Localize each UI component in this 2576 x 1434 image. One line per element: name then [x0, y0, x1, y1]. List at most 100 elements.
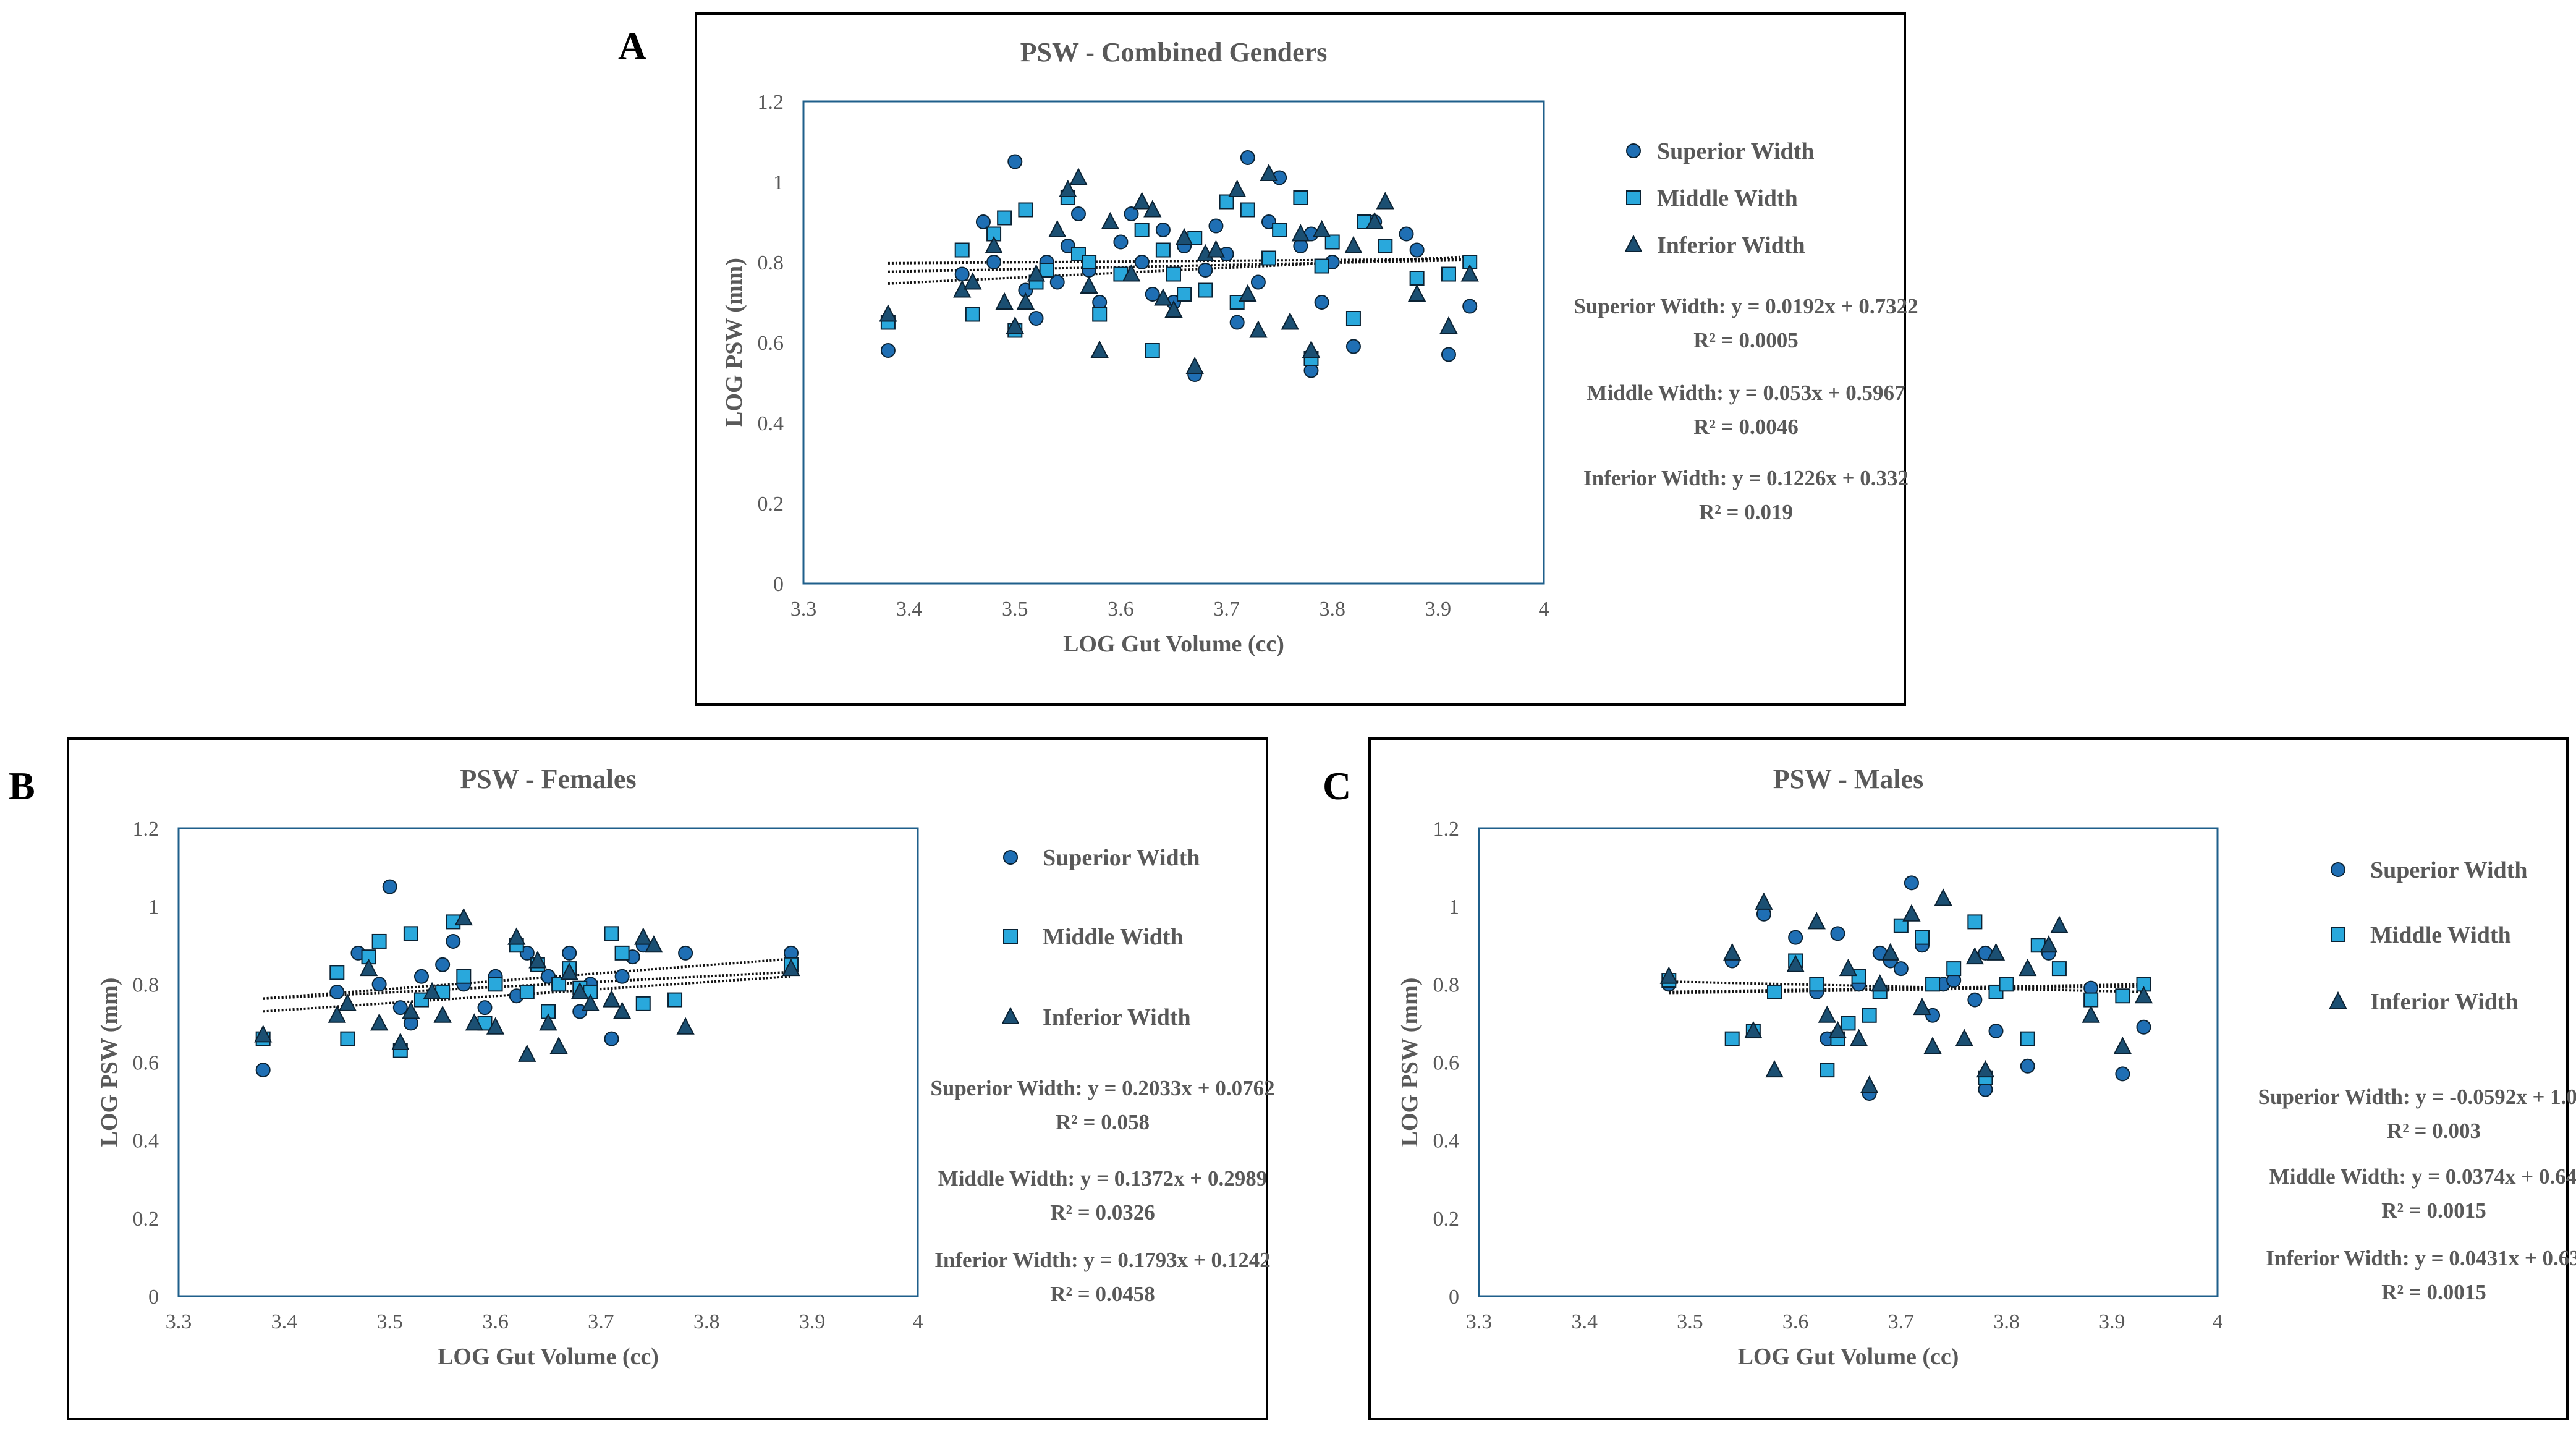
data-point — [1261, 250, 1277, 266]
data-point — [518, 1044, 536, 1062]
data-point — [2115, 1066, 2130, 1082]
data-point — [2040, 935, 2058, 953]
data-point — [1291, 224, 1310, 242]
x-tick-label: 3.4 — [896, 598, 923, 621]
data-point — [1302, 340, 1321, 358]
data-point — [340, 1031, 355, 1046]
data-point — [507, 927, 526, 945]
regression-equation: Middle Width: y = 0.1372x + 0.2989 — [938, 1166, 1268, 1190]
data-point — [1407, 284, 1426, 302]
x-axis-title: LOG Gut Volume (cc) — [438, 1344, 659, 1370]
data-point — [1240, 150, 1255, 165]
data-point — [995, 292, 1014, 310]
data-point — [879, 304, 897, 322]
x-tick-label: 3.4 — [271, 1310, 298, 1333]
data-point — [1007, 154, 1023, 169]
data-point — [1902, 904, 1921, 922]
data-point — [1039, 263, 1054, 278]
x-tick-label: 4 — [913, 1310, 923, 1333]
data-point — [371, 977, 387, 992]
legend-marker-triangle — [1001, 1006, 1020, 1024]
data-point — [1881, 943, 1900, 961]
legend-label: Inferior Width — [1657, 232, 1805, 258]
data-point — [549, 1037, 568, 1054]
data-point — [433, 1005, 452, 1023]
x-tick-label: 3.5 — [1677, 1310, 1703, 1333]
data-point — [1134, 223, 1150, 237]
data-point — [1915, 930, 1930, 945]
regression-equation: Inferior Width: y = 0.1793x + 0.1242 — [934, 1248, 1271, 1272]
data-point — [391, 1032, 410, 1050]
y-tick-label: 0.2 — [758, 493, 784, 515]
data-point — [413, 969, 429, 984]
y-tick-label: 1 — [773, 171, 784, 194]
x-tick-label: 3.8 — [1319, 598, 1345, 621]
r-squared-label: R² = 0.003 — [2387, 1119, 2481, 1143]
regression-equation: Inferior Width: y = 0.1226x + 0.332 — [1583, 466, 1909, 490]
y-tick-label: 0 — [773, 573, 784, 596]
data-point — [1240, 202, 1255, 218]
x-tick-label: 3.4 — [1571, 1310, 1598, 1333]
chart-title: PSW - Females — [460, 764, 636, 794]
series-circle — [880, 150, 1478, 382]
x-tick-label: 3.3 — [790, 598, 817, 621]
x-tick-label: 3.3 — [1466, 1310, 1493, 1333]
data-point — [488, 977, 503, 992]
data-point — [986, 255, 1002, 269]
data-point — [528, 951, 547, 969]
y-tick-label: 0.8 — [758, 252, 784, 274]
data-point — [1755, 892, 1773, 910]
regression-equation: Inferior Width: y = 0.0431x + 0.6304 — [2266, 1246, 2576, 1270]
data-point — [1028, 311, 1044, 326]
legend-label: Inferior Width — [2370, 989, 2519, 1015]
data-point — [1133, 192, 1151, 210]
data-point — [1177, 287, 1192, 302]
data-point — [2082, 1005, 2100, 1023]
data-point — [2083, 992, 2099, 1008]
data-point — [1185, 356, 1204, 374]
data-point — [328, 1005, 346, 1023]
data-point — [1143, 200, 1162, 218]
data-point — [678, 945, 693, 961]
data-point — [1345, 339, 1361, 354]
data-point — [371, 933, 387, 949]
legend-marker-square — [1626, 190, 1641, 205]
data-point — [560, 962, 578, 980]
y-tick-label: 0.6 — [133, 1052, 159, 1075]
r-squared-label: R² = 0.0046 — [1693, 415, 1798, 439]
data-point — [1460, 264, 1479, 282]
x-tick-label: 3.6 — [482, 1310, 509, 1333]
data-point — [1999, 977, 2014, 992]
data-point — [1934, 888, 1952, 906]
regression-equation: Superior Width: y = 0.2033x + 0.0762 — [930, 1076, 1274, 1100]
data-point — [1820, 1063, 1835, 1078]
data-point — [402, 1001, 420, 1019]
data-point — [255, 1063, 271, 1078]
data-point — [1229, 315, 1245, 330]
x-tick-label: 3.6 — [1108, 598, 1134, 621]
data-point — [1913, 998, 1931, 1016]
plot-area — [177, 827, 919, 1297]
data-point — [1439, 316, 1458, 334]
data-point — [602, 990, 621, 1008]
data-point — [1166, 266, 1181, 282]
panel-letter-a: A — [618, 24, 647, 68]
trendline-triangle — [888, 255, 1470, 285]
data-point — [1206, 240, 1226, 258]
data-point — [1154, 288, 1172, 306]
data-point — [435, 957, 451, 972]
plot-area — [802, 100, 1545, 585]
data-point — [1955, 1029, 1973, 1046]
data-point — [465, 1013, 484, 1031]
x-tick-label: 3.9 — [799, 1310, 826, 1333]
data-point — [676, 1017, 695, 1035]
data-point — [1018, 202, 1033, 218]
data-point — [1155, 223, 1171, 237]
trendline-square — [888, 258, 1470, 273]
trendline-triangle — [1669, 983, 2144, 993]
y-tick-label: 1 — [1449, 896, 1459, 919]
data-point — [1767, 984, 1782, 999]
data-point — [403, 926, 418, 941]
data-point — [338, 993, 357, 1011]
data-point — [1723, 943, 1742, 961]
